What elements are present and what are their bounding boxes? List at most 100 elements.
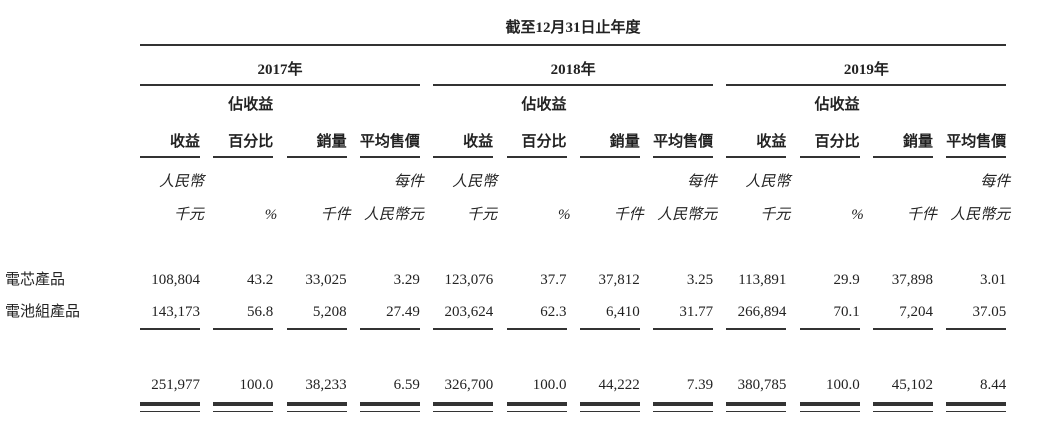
subtotal-rule xyxy=(946,328,1007,330)
total-double-rule-thin xyxy=(433,411,494,412)
column-header-line2: 收益 xyxy=(463,134,494,150)
table-cell: 3.25 xyxy=(686,272,714,288)
unit-line2: 千元 xyxy=(467,207,498,223)
subtotal-rule xyxy=(286,328,347,330)
column-header-line2: 銷量 xyxy=(609,134,640,150)
subtotal-rule xyxy=(433,328,494,330)
total-cell: 45,102 xyxy=(891,377,933,393)
unit-line2: 千元 xyxy=(173,207,204,223)
year-rule xyxy=(726,84,1007,86)
column-header-rule xyxy=(579,156,640,158)
column-header-rule xyxy=(213,156,274,158)
subtotal-rule xyxy=(799,328,860,330)
column-header-line1: 佔收益 xyxy=(521,97,567,113)
column-header-line1: 佔收益 xyxy=(814,97,860,113)
total-double-rule-thick xyxy=(799,402,860,406)
subtotal-rule xyxy=(873,328,933,330)
unit-line2: 人民幣元 xyxy=(657,207,718,223)
total-double-rule-thin xyxy=(653,411,714,412)
total-double-rule-thick xyxy=(946,402,1007,406)
total-double-rule-thin xyxy=(213,411,274,412)
unit-line2: 千件 xyxy=(906,207,937,223)
year-rule xyxy=(140,84,420,86)
column-header-line2: 收益 xyxy=(169,134,200,150)
row-label: 電池組產品 xyxy=(5,304,81,320)
table-cell: 203,624 xyxy=(444,304,494,320)
total-double-rule-thick xyxy=(653,402,714,406)
unit-line2: 千件 xyxy=(613,207,644,223)
total-double-rule-thick xyxy=(726,402,787,406)
total-double-rule-thick xyxy=(873,402,933,406)
table-cell: 33,025 xyxy=(305,272,347,288)
total-double-rule-thin xyxy=(506,411,567,412)
year-rule xyxy=(433,84,714,86)
subtotal-rule xyxy=(359,328,420,330)
unit-line2: % xyxy=(558,207,571,223)
column-header-line1: 佔收益 xyxy=(228,97,274,113)
column-header-line2: 百分比 xyxy=(814,134,860,150)
column-header-line2: 銷量 xyxy=(902,134,933,150)
total-cell: 326,700 xyxy=(444,377,494,393)
unit-line2: 人民幣元 xyxy=(950,207,1011,223)
unit-line1: 人民幣 xyxy=(452,174,498,190)
table-cell: 62.3 xyxy=(540,304,567,320)
total-double-rule-thick xyxy=(579,402,640,406)
table-cell: 7,204 xyxy=(899,304,933,320)
unit-line2: % xyxy=(851,207,864,223)
total-double-rule-thin xyxy=(799,411,860,412)
title-rule xyxy=(140,44,1006,46)
column-header-rule xyxy=(286,156,347,158)
subtotal-rule xyxy=(140,328,200,330)
column-header-rule xyxy=(873,156,933,158)
table-cell: 37,812 xyxy=(598,272,640,288)
column-header-rule xyxy=(140,156,200,158)
total-cell: 6.59 xyxy=(393,377,420,393)
table-cell: 70.1 xyxy=(833,304,860,320)
table-cell: 143,173 xyxy=(151,304,200,320)
column-header-line2: 平均售價 xyxy=(653,134,714,150)
unit-line1: 人民幣 xyxy=(745,174,791,190)
unit-line1: 人民幣 xyxy=(158,174,204,190)
table-cell: 3.01 xyxy=(980,272,1007,288)
total-double-rule-thick xyxy=(213,402,274,406)
unit-line1: 每件 xyxy=(393,174,424,190)
unit-line1: 每件 xyxy=(980,174,1011,190)
year-header: 2018年 xyxy=(550,62,596,78)
unit-line1: 每件 xyxy=(687,174,718,190)
table-title: 截至12月31日止年度 xyxy=(505,20,641,36)
column-header-line2: 平均售價 xyxy=(359,134,420,150)
row-label: 電芯產品 xyxy=(5,272,66,288)
total-double-rule-thick xyxy=(506,402,567,406)
total-cell: 44,222 xyxy=(598,377,640,393)
table-cell: 3.29 xyxy=(393,272,420,288)
column-header-line2: 平均售價 xyxy=(946,134,1007,150)
subtotal-rule xyxy=(506,328,567,330)
total-double-rule-thin xyxy=(140,411,200,412)
year-header: 2019年 xyxy=(843,62,889,78)
total-double-rule-thin xyxy=(359,411,420,412)
unit-line2: 千元 xyxy=(760,207,791,223)
column-header-line2: 收益 xyxy=(756,134,787,150)
column-header-rule xyxy=(799,156,860,158)
table-cell: 31.77 xyxy=(679,304,714,320)
column-header-line2: 百分比 xyxy=(228,134,274,150)
total-cell: 251,977 xyxy=(151,377,200,393)
table-cell: 6,410 xyxy=(606,304,640,320)
total-cell: 100.0 xyxy=(239,377,274,393)
total-double-rule-thick xyxy=(140,402,200,406)
year-header: 2017年 xyxy=(257,62,303,78)
unit-line2: % xyxy=(264,207,278,223)
total-cell: 100.0 xyxy=(825,377,860,393)
table-cell: 37.05 xyxy=(972,304,1007,320)
total-cell: 7.39 xyxy=(686,377,714,393)
table-cell: 5,208 xyxy=(312,304,347,320)
column-header-rule xyxy=(359,156,420,158)
total-double-rule-thin xyxy=(873,411,933,412)
table-cell: 37,898 xyxy=(891,272,933,288)
table-cell: 27.49 xyxy=(386,304,420,320)
unit-line2: 千件 xyxy=(320,207,351,223)
unit-line2: 人民幣元 xyxy=(363,207,424,223)
subtotal-rule xyxy=(726,328,787,330)
column-header-rule xyxy=(506,156,567,158)
total-cell: 8.44 xyxy=(980,377,1007,393)
